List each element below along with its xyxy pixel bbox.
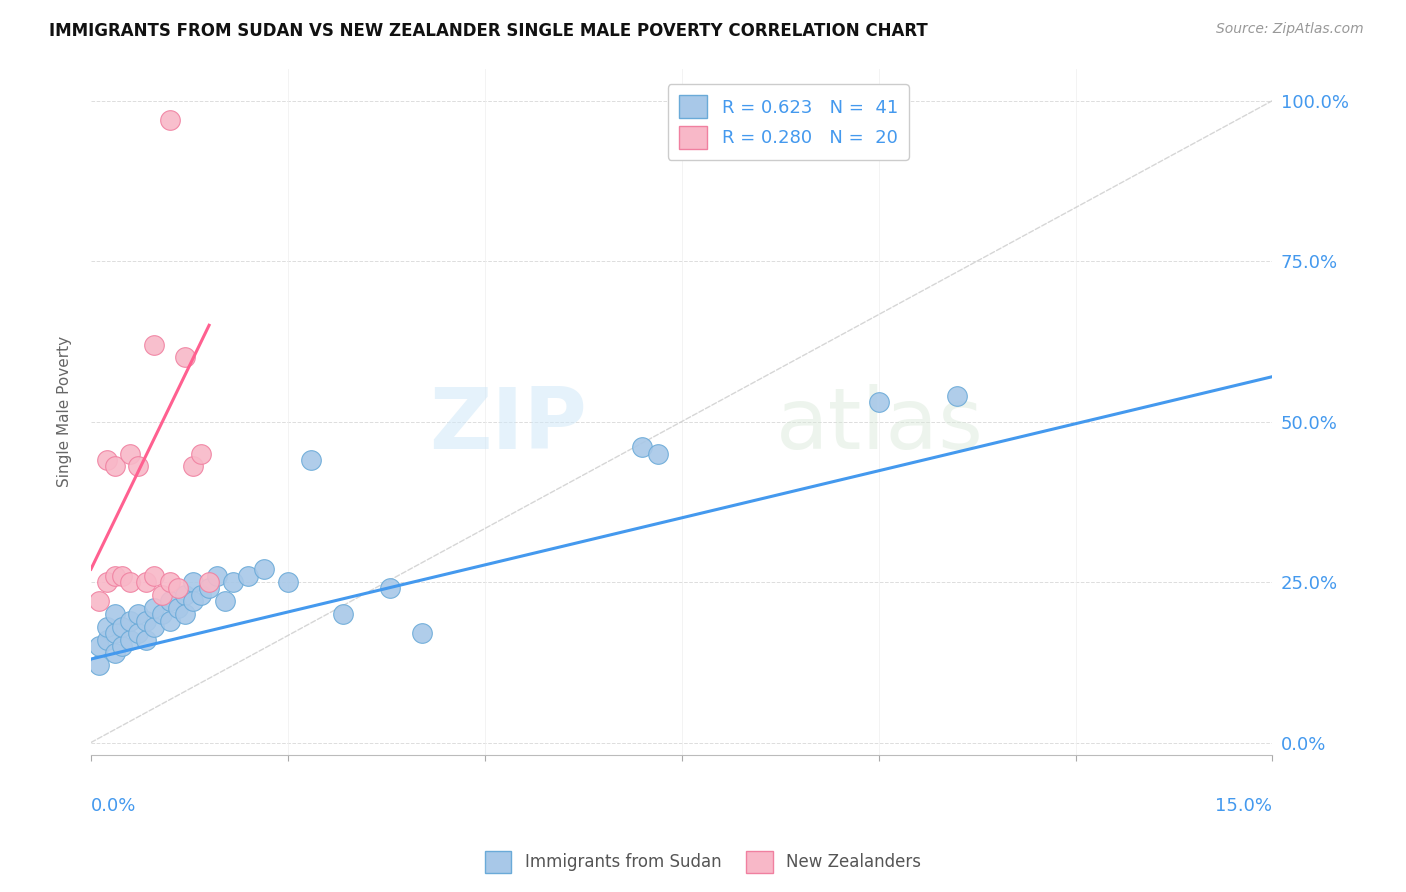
Point (87, 639, 110, 653)
Point (135, 614, 157, 628)
Point (103, 459, 125, 474)
Point (332, 607, 354, 621)
Point (183, 459, 205, 474)
Point (166, 582, 188, 596)
Point (103, 607, 125, 621)
Point (174, 607, 197, 621)
Text: Source: ZipAtlas.com: Source: ZipAtlas.com (1216, 22, 1364, 37)
Point (222, 575, 245, 590)
Point (183, 594, 205, 608)
Legend: R = 0.623   N =  41, R = 0.280   N =  20: R = 0.623 N = 41, R = 0.280 N = 20 (668, 85, 910, 160)
Point (120, 447, 142, 461)
Point (142, 337, 165, 351)
Point (198, 582, 221, 596)
Point (190, 447, 212, 461)
Point (103, 646, 125, 660)
Point (120, 575, 142, 590)
Text: 15.0%: 15.0% (1215, 797, 1272, 814)
Point (301, 453, 323, 467)
Point (631, 440, 654, 454)
Point (198, 575, 221, 590)
Point (238, 568, 260, 582)
Point (190, 588, 212, 602)
Point (142, 620, 165, 634)
Point (183, 575, 205, 590)
Text: 0.0%: 0.0% (91, 797, 136, 814)
Point (159, 575, 181, 590)
Point (103, 568, 125, 582)
Point (120, 632, 142, 647)
Point (647, 447, 669, 461)
Point (111, 620, 134, 634)
Point (96, 575, 118, 590)
Point (103, 626, 125, 640)
Text: IMMIGRANTS FROM SUDAN VS NEW ZEALANDER SINGLE MALE POVERTY CORRELATION CHART: IMMIGRANTS FROM SUDAN VS NEW ZEALANDER S… (49, 22, 928, 40)
Point (411, 626, 433, 640)
Point (96, 632, 118, 647)
Point (127, 459, 149, 474)
Point (868, 395, 890, 409)
Point (135, 632, 157, 647)
Point (159, 112, 181, 127)
Point (253, 562, 276, 576)
Point (111, 639, 134, 653)
Point (159, 594, 181, 608)
Point (277, 575, 299, 590)
Point (142, 600, 165, 615)
Point (96, 620, 118, 634)
Point (205, 568, 228, 582)
Point (380, 582, 402, 596)
Point (946, 389, 969, 403)
Point (150, 607, 173, 621)
Text: ZIP: ZIP (429, 384, 588, 467)
Point (159, 614, 181, 628)
Point (87, 594, 110, 608)
Point (120, 614, 142, 628)
Point (174, 351, 197, 365)
Point (214, 594, 236, 608)
Point (127, 607, 149, 621)
Point (150, 588, 173, 602)
Point (174, 588, 197, 602)
Point (127, 626, 149, 640)
Point (142, 568, 165, 582)
Legend: Immigrants from Sudan, New Zealanders: Immigrants from Sudan, New Zealanders (478, 845, 928, 880)
Point (111, 568, 134, 582)
Point (135, 575, 157, 590)
Point (96, 453, 118, 467)
Text: atlas: atlas (776, 384, 984, 467)
Point (166, 600, 188, 615)
Y-axis label: Single Male Poverty: Single Male Poverty (58, 336, 72, 488)
Point (87, 658, 110, 673)
